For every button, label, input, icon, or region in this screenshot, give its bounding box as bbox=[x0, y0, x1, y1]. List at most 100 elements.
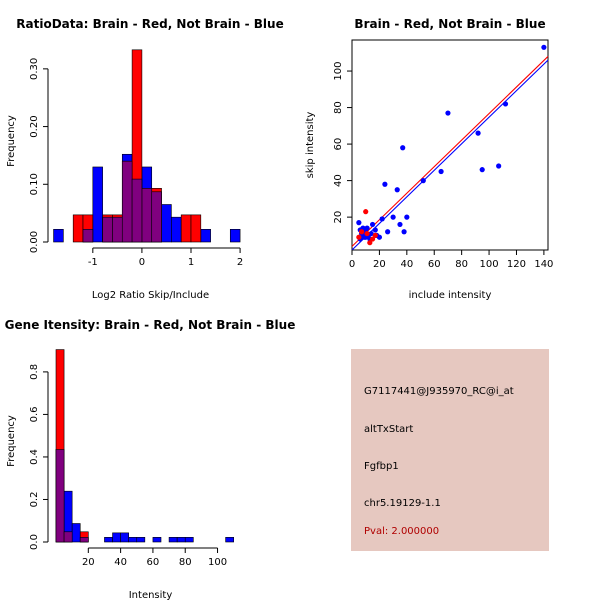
bar-brain-0 bbox=[180, 214, 192, 243]
bar-not-brain-0 bbox=[200, 229, 211, 243]
bar-overlap-0 bbox=[151, 191, 162, 243]
point-not-brain bbox=[368, 230, 374, 237]
point-not-brain bbox=[372, 227, 378, 233]
bar-brain-0 bbox=[190, 214, 202, 243]
bar-not-brain-0 bbox=[229, 229, 241, 243]
point-not-brain bbox=[541, 44, 547, 50]
point-not-brain bbox=[502, 101, 509, 107]
point-brain bbox=[358, 229, 365, 235]
chart-title-2: Gene Itensity: Brain - Red, Not Brain - … bbox=[5, 318, 296, 332]
y-axis-label-0: Frequency bbox=[6, 115, 17, 167]
x-tick-label-2: 40 bbox=[114, 557, 127, 568]
gene-name-text: Fgfbp1 bbox=[364, 461, 399, 472]
point-brain bbox=[372, 232, 378, 238]
point-not-brain bbox=[479, 167, 485, 173]
point-not-brain bbox=[364, 225, 370, 231]
info-panel: G7117441@J935970_RC@i_at altTxStart Fgfb… bbox=[351, 349, 549, 551]
bar-brain-0 bbox=[72, 214, 84, 243]
fit-line-blue bbox=[351, 59, 549, 251]
bar-not-brain-0 bbox=[92, 166, 103, 243]
bar-overlap-2 bbox=[79, 537, 89, 543]
x-tick-label-0: 2 bbox=[237, 257, 243, 268]
x-tick-label-1: 100 bbox=[480, 259, 499, 270]
bar-not-brain-2 bbox=[176, 537, 186, 543]
x-tick-label-0: 1 bbox=[188, 257, 194, 268]
probe-id-text: G7117441@J935970_RC@i_at bbox=[364, 386, 514, 397]
bar-not-brain-2 bbox=[104, 537, 113, 543]
point-not-brain bbox=[438, 168, 444, 175]
bar-overlap-2 bbox=[55, 449, 65, 543]
point-not-brain bbox=[496, 163, 502, 169]
bar-overlap-0 bbox=[121, 160, 133, 243]
x-tick-label-0: 0 bbox=[139, 257, 145, 268]
y-tick-label-1: 60 bbox=[333, 138, 344, 151]
y-tick-label-2: 0.0 bbox=[29, 534, 40, 550]
point-not-brain bbox=[382, 181, 388, 187]
pval-text: Pval: 2.000000 bbox=[364, 526, 440, 537]
bar-not-brain-2 bbox=[112, 532, 121, 543]
bar-not-brain-2 bbox=[71, 523, 81, 543]
y-tick-label-2: 0.8 bbox=[29, 364, 40, 380]
y-tick-label-0: 0.10 bbox=[29, 173, 40, 195]
bar-not-brain-0 bbox=[53, 229, 64, 243]
point-not-brain bbox=[376, 234, 383, 240]
bar-not-brain-2 bbox=[152, 537, 162, 543]
point-not-brain bbox=[420, 178, 426, 184]
y-tick-label-1: 80 bbox=[333, 101, 344, 114]
bar-not-brain-2 bbox=[225, 537, 234, 543]
point-brain bbox=[363, 209, 369, 215]
point-not-brain bbox=[397, 221, 403, 228]
bar-overlap-0 bbox=[102, 216, 113, 243]
x-tick-label-1: 20 bbox=[373, 259, 386, 270]
y-tick-label-1: 40 bbox=[333, 174, 344, 187]
y-tick-label-1: 100 bbox=[333, 61, 344, 80]
point-not-brain bbox=[404, 214, 410, 220]
point-brain bbox=[364, 230, 370, 237]
x-tick-label-1: 120 bbox=[507, 259, 526, 270]
point-brain bbox=[356, 234, 362, 240]
point-not-brain bbox=[379, 216, 385, 222]
x-tick-label-0: -1 bbox=[88, 257, 98, 268]
point-not-brain bbox=[394, 187, 400, 193]
bar-overlap-2 bbox=[63, 531, 73, 543]
location-text: chr5.19129-1.1 bbox=[364, 498, 441, 509]
x-axis-label-1: include intensity bbox=[409, 290, 492, 301]
x-tick-label-2: 20 bbox=[82, 557, 95, 568]
y-tick-label-0: 0.30 bbox=[29, 58, 40, 80]
y-axis-label-2: Frequency bbox=[6, 415, 17, 467]
bar-not-brain-2 bbox=[136, 537, 146, 543]
bar-overlap-0 bbox=[112, 216, 123, 243]
y-tick-label-0: 0.20 bbox=[29, 115, 40, 137]
point-not-brain bbox=[356, 220, 362, 226]
bar-not-brain-2 bbox=[128, 537, 138, 543]
y-tick-label-0: 0.00 bbox=[29, 231, 40, 253]
y-tick-label-2: 0.6 bbox=[29, 406, 40, 422]
point-brain bbox=[369, 236, 376, 242]
point-not-brain bbox=[385, 229, 391, 235]
point-not-brain bbox=[400, 145, 406, 151]
chart-title-1: Brain - Red, Not Brain - Blue bbox=[354, 17, 545, 31]
point-brain bbox=[367, 240, 373, 246]
x-tick-label-1: 80 bbox=[455, 259, 468, 270]
y-tick-label-2: 0.2 bbox=[29, 492, 40, 508]
point-not-brain bbox=[369, 221, 376, 228]
fit-line-red bbox=[351, 56, 549, 247]
bar-not-brain-2 bbox=[168, 537, 178, 543]
bar-overlap-0 bbox=[141, 188, 153, 243]
bar-not-brain-2 bbox=[120, 532, 129, 543]
point-not-brain bbox=[445, 110, 451, 116]
x-tick-label-1: 140 bbox=[534, 259, 553, 270]
x-tick-label-1: 0 bbox=[349, 259, 355, 270]
x-axis-label-0: Log2 Ratio Skip/Include bbox=[92, 290, 209, 301]
x-tick-label-1: 40 bbox=[400, 259, 413, 270]
point-not-brain bbox=[401, 229, 407, 235]
bar-not-brain-0 bbox=[171, 216, 182, 243]
x-tick-label-2: 60 bbox=[147, 557, 160, 568]
y-tick-label-1: 20 bbox=[333, 211, 344, 224]
point-not-brain bbox=[475, 130, 481, 136]
bar-not-brain-0 bbox=[161, 204, 172, 243]
x-tick-label-1: 60 bbox=[428, 259, 441, 270]
x-tick-label-2: 80 bbox=[179, 557, 192, 568]
point-not-brain bbox=[390, 214, 396, 220]
